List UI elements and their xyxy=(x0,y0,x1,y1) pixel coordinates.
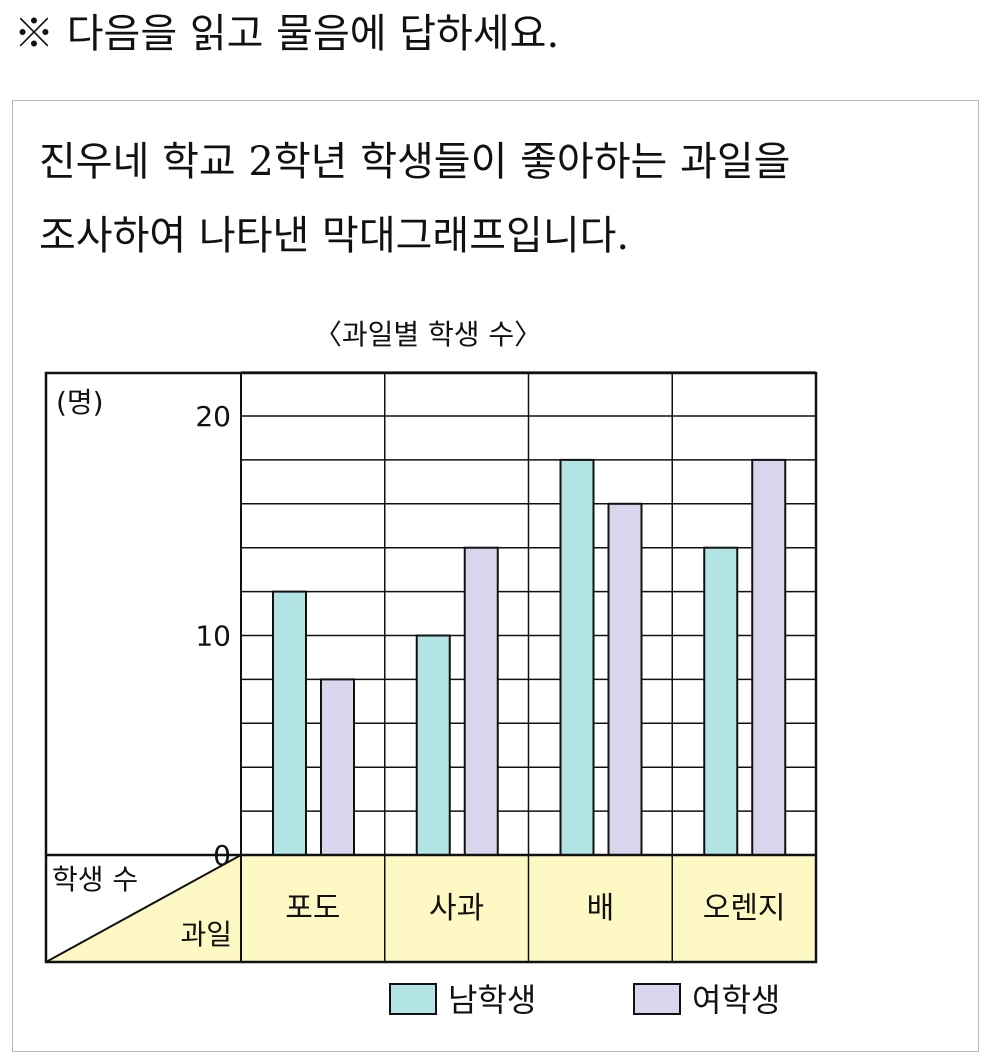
header-column-label: 과일 xyxy=(180,918,232,951)
legend-label: 여학생 xyxy=(692,981,780,1019)
legend-item: 남학생 xyxy=(389,981,536,1019)
category-cell xyxy=(241,855,385,962)
category-cell xyxy=(528,855,673,962)
category-label: 사과 xyxy=(429,891,484,926)
y-tick-label: 0 xyxy=(213,839,231,872)
category-label: 배 xyxy=(587,891,615,926)
y-unit-label: (명) xyxy=(56,386,104,419)
instruction-text: ※ 다음을 읽고 물음에 답하세요. xyxy=(14,11,560,57)
bar-female-2 xyxy=(607,502,643,856)
y-tick-label: 10 xyxy=(195,620,231,653)
bar-female-1 xyxy=(463,546,499,856)
bar-male-1 xyxy=(415,634,451,856)
bar-male-0 xyxy=(272,590,307,856)
chart-outer-border xyxy=(44,371,818,964)
header-row-label: 학생 수 xyxy=(52,863,138,896)
category-cell xyxy=(384,855,529,962)
question-line-1: 진우네 학교 2학년 학생들이 좋아하는 과일을 xyxy=(39,139,791,185)
bar-male-2 xyxy=(559,458,595,856)
question-line-2: 조사하여 나타낸 막대그래프입니다. xyxy=(39,213,630,259)
chart-title: 〈과일별 학생 수〉 xyxy=(314,318,542,351)
bar-female-0 xyxy=(320,678,355,857)
diagonal-line xyxy=(45,854,242,963)
bar-female-3 xyxy=(751,458,787,856)
problem-box: 진우네 학교 2학년 학생들이 좋아하는 과일을 조사하여 나타낸 막대그래프입… xyxy=(12,100,979,1052)
y-tick-label: 20 xyxy=(195,400,231,433)
legend-swatch xyxy=(389,983,437,1015)
legend-label: 남학생 xyxy=(448,981,536,1019)
question-text: 진우네 학교 2학년 학생들이 좋아하는 과일을 조사하여 나타낸 막대그래프입… xyxy=(39,125,790,273)
legend-swatch xyxy=(633,983,681,1015)
y-label-cell: 학생 수 과일 xyxy=(45,854,242,963)
category-cell xyxy=(672,855,816,962)
category-label: 포도 xyxy=(285,891,340,926)
bar-male-3 xyxy=(703,546,739,856)
legend-item: 여학생 xyxy=(633,981,780,1019)
category-label: 오렌지 xyxy=(703,891,786,926)
